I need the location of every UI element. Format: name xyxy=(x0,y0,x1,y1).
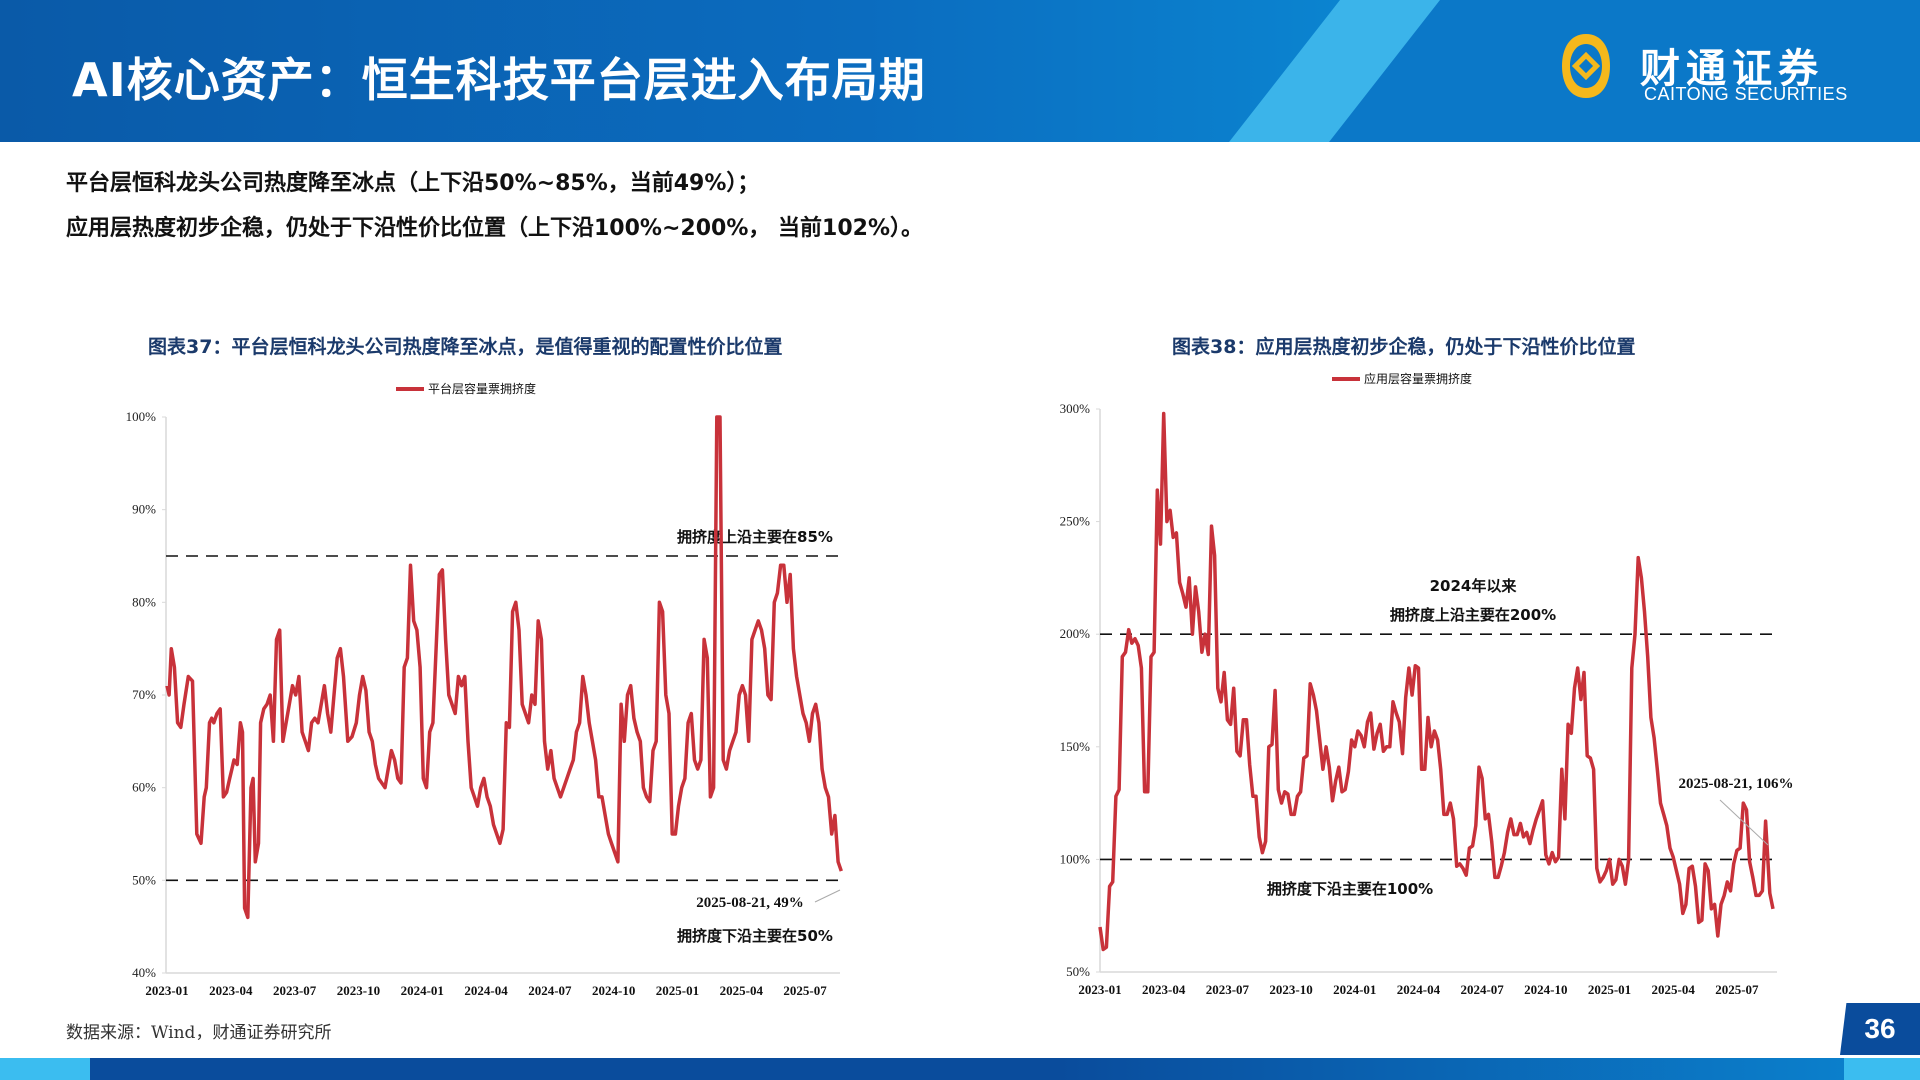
caitong-logo-icon xyxy=(1562,34,1610,98)
series-line xyxy=(1098,411,1775,952)
x-tick-label: 2023-10 xyxy=(337,983,380,998)
x-tick-label: 2024-04 xyxy=(464,983,508,998)
footer-accent-left xyxy=(0,1058,90,1080)
header-banner: AI核心资产：恒生科技平台层进入布局期 财通证券 CAITONG SECURIT… xyxy=(0,0,1920,142)
y-tick-label: 300% xyxy=(1060,401,1091,416)
logo-english-name: CAITONG SECURITIES xyxy=(1644,84,1848,104)
x-tick-label: 2024-07 xyxy=(1460,982,1504,997)
x-tick-label: 2024-01 xyxy=(401,983,444,998)
legend-label: 应用层容量票拥挤度 xyxy=(1364,372,1473,386)
y-tick-label: 50% xyxy=(1066,964,1090,979)
x-tick-label: 2025-01 xyxy=(1588,982,1631,997)
reference-annotation-prefix: 2024年以来 xyxy=(1430,577,1518,595)
legend-swatch xyxy=(1332,376,1360,381)
x-tick-label: 2023-04 xyxy=(1142,982,1186,997)
chart-37-plot: 100% 90% 80% 70% 60% 50% 40% 2023-01 2023-04 2023… xyxy=(126,409,843,998)
x-tick-label: 2024-10 xyxy=(592,983,635,998)
x-tick-label: 2023-07 xyxy=(273,983,317,998)
data-source: 数据来源：Wind，财通证券研究所 xyxy=(66,1023,332,1043)
summary-line-2: 应用层热度初步企稳，仍处于下沿性价比位置（上下沿100%~200%， 当前102… xyxy=(66,216,923,241)
x-tick-label: 2023-04 xyxy=(209,983,253,998)
chart-38-legend: 应用层容量票拥挤度 xyxy=(1332,370,1472,387)
series-line xyxy=(165,415,843,920)
y-tick-label: 250% xyxy=(1060,514,1091,529)
y-tick-label: 150% xyxy=(1060,739,1091,754)
x-tick-label: 2024-07 xyxy=(528,983,572,998)
x-tick-label: 2025-04 xyxy=(1652,982,1696,997)
x-tick-label: 2025-07 xyxy=(783,983,827,998)
reference-annotation: 拥挤度上沿主要在200% xyxy=(1390,606,1556,624)
reference-annotation: 拥挤度上沿主要在85% xyxy=(677,528,833,546)
legend-swatch xyxy=(396,386,424,391)
y-tick-label: 100% xyxy=(1060,851,1091,866)
y-tick-label: 80% xyxy=(132,594,156,609)
summary-line-1: 平台层恒科龙头公司热度降至冰点（上下沿50%~85%，当前49%）； xyxy=(66,171,760,196)
y-tick-label: 100% xyxy=(126,409,157,424)
y-tick-label: 40% xyxy=(132,965,156,980)
x-tick-label: 2025-04 xyxy=(720,983,764,998)
chart-37-legend: 平台层容量票拥挤度 xyxy=(396,380,536,397)
point-annotation: 2025-08-21, 49% xyxy=(696,895,804,911)
y-tick-label: 50% xyxy=(132,872,156,887)
x-tick-label: 2023-10 xyxy=(1269,982,1312,997)
x-tick-label: 2025-01 xyxy=(656,983,699,998)
footer-accent-right xyxy=(1844,1058,1920,1080)
chart-38-title: 图表38：应用层热度初步企稳，仍处于下沿性价比位置 xyxy=(1172,336,1636,358)
x-tick-label: 2023-07 xyxy=(1206,982,1250,997)
chart-37-title: 图表37：平台层恒科龙头公司热度降至冰点，是值得重视的配置性价比位置 xyxy=(148,336,783,358)
x-tick-label: 2023-01 xyxy=(1078,982,1121,997)
reference-annotation: 拥挤度下沿主要在50% xyxy=(677,927,833,945)
chart-38-plot: 300% 250% 200% 150% 100% 50% 2023-01 2023-04 202… xyxy=(1060,401,1794,997)
point-annotation: 2025-08-21, 106% xyxy=(1679,776,1794,792)
y-tick-label: 90% xyxy=(132,502,156,517)
x-tick-label: 2023-01 xyxy=(145,983,188,998)
legend-label: 平台层容量票拥挤度 xyxy=(428,382,537,396)
x-tick-label: 2025-07 xyxy=(1715,982,1759,997)
footer-bar xyxy=(0,1058,1920,1080)
logo-chinese-name: 财通证券 xyxy=(1640,45,1824,92)
page-number: 36 xyxy=(1840,1003,1920,1055)
y-tick-label: 60% xyxy=(132,780,156,795)
reference-annotation: 拥挤度下沿主要在100% xyxy=(1267,880,1433,898)
page-title: AI核心资产：恒生科技平台层进入布局期 xyxy=(72,53,926,107)
x-tick-label: 2024-04 xyxy=(1397,982,1441,997)
x-tick-label: 2024-01 xyxy=(1333,982,1376,997)
y-tick-label: 200% xyxy=(1060,626,1091,641)
x-tick-label: 2024-10 xyxy=(1524,982,1567,997)
y-tick-label: 70% xyxy=(132,687,156,702)
